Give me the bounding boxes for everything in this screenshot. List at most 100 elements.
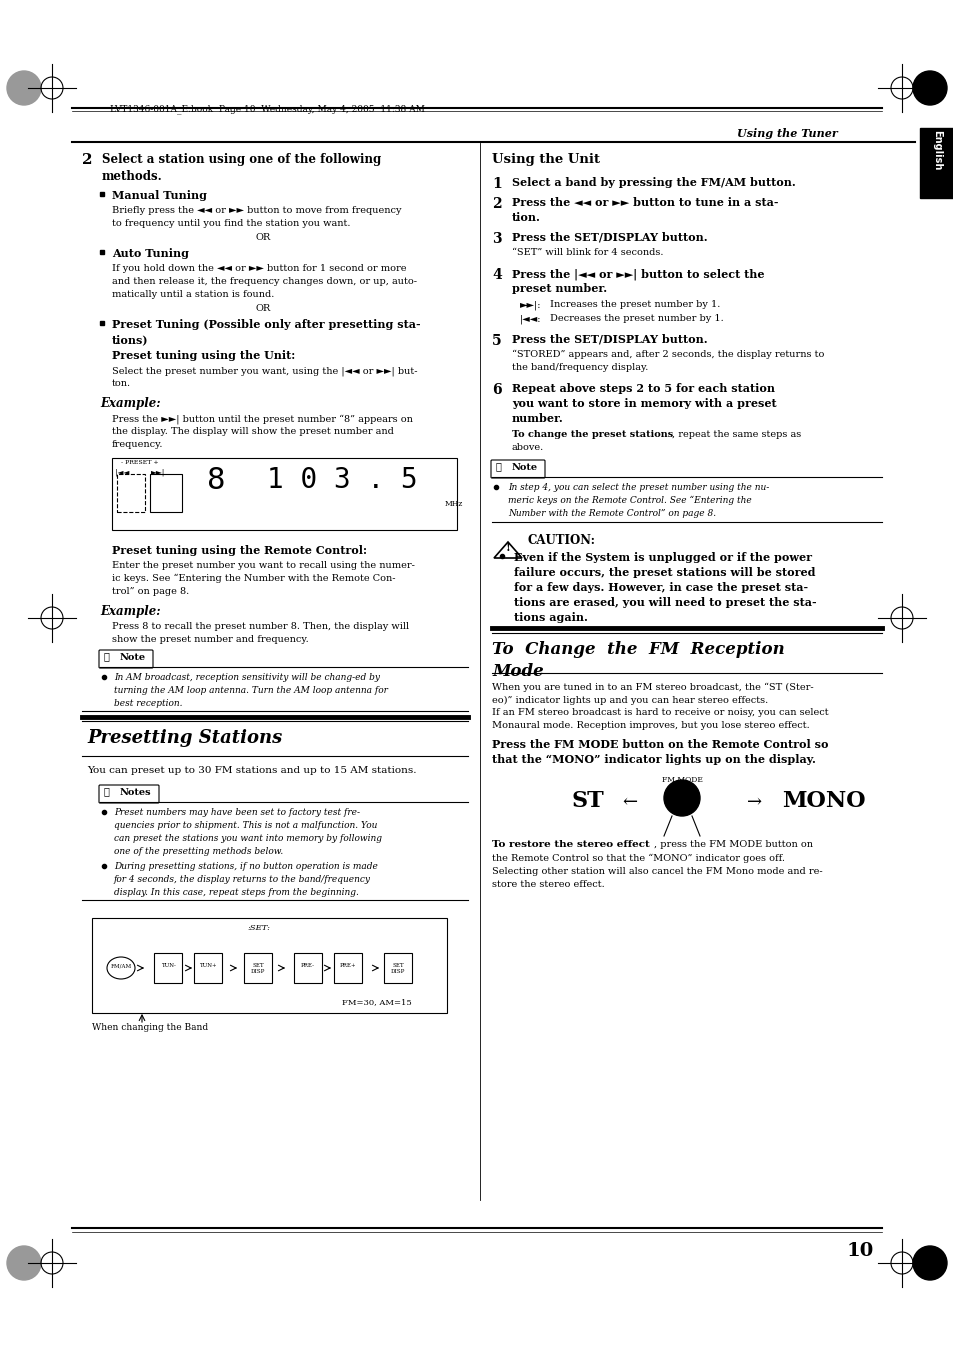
Text: During presetting stations, if no button operation is made: During presetting stations, if no button… [113,862,377,871]
Text: When changing the Band: When changing the Band [91,1023,208,1032]
Text: TUN+: TUN+ [199,963,216,969]
Text: failure occurs, the preset stations will be stored: failure occurs, the preset stations will… [514,567,815,578]
Bar [384,952,412,984]
Text: SET
DISP: SET DISP [251,963,265,974]
Text: SET
DISP: SET DISP [391,963,405,974]
Text: |◄◄:: |◄◄: [519,313,541,323]
Circle shape [912,72,946,105]
Text: Press the |◄◄ or ►►| button to select the: Press the |◄◄ or ►►| button to select th… [512,267,763,280]
Text: that the “MONO” indicator lights up on the display.: that the “MONO” indicator lights up on t… [492,754,815,765]
Text: Press the SET/DISPLAY button.: Press the SET/DISPLAY button. [512,232,707,243]
Text: Select a band by pressing the FM/AM button.: Select a band by pressing the FM/AM butt… [512,177,795,188]
Text: OR: OR [255,232,271,242]
Text: “STORED” appears and, after 2 seconds, the display returns to: “STORED” appears and, after 2 seconds, t… [512,350,823,359]
Text: matically until a station is found.: matically until a station is found. [112,290,274,299]
Text: you want to store in memory with a preset: you want to store in memory with a prese… [512,399,776,409]
Text: above.: above. [512,443,543,453]
Text: ic keys. See “Entering the Number with the Remote Con-: ic keys. See “Entering the Number with t… [112,574,395,584]
Text: OR: OR [255,304,271,313]
Text: 1: 1 [492,177,501,190]
Text: FM=30, AM=15: FM=30, AM=15 [342,998,412,1006]
Text: for a few days. However, in case the preset sta-: for a few days. However, in case the pre… [514,582,807,593]
Text: trol” on page 8.: trol” on page 8. [112,586,189,596]
Text: ST: ST [572,790,604,812]
Text: ←: ← [621,793,637,811]
Text: Preset Tuning (Possible only after presetting sta-: Preset Tuning (Possible only after prese… [112,319,420,330]
Text: 2: 2 [82,153,92,168]
Text: Using the Unit: Using the Unit [492,153,599,166]
FancyBboxPatch shape [491,459,544,478]
Text: turning the AM loop antenna. Turn the AM loop antenna for: turning the AM loop antenna. Turn the AM… [113,686,388,694]
Text: PRE+: PRE+ [339,963,355,969]
Text: store the stereo effect.: store the stereo effect. [492,880,604,889]
Text: When you are tuned in to an FM stereo broadcast, the “ST (Ster-: When you are tuned in to an FM stereo br… [492,684,813,692]
Text: tions are erased, you will need to preset the sta-: tions are erased, you will need to prese… [514,597,816,608]
FancyBboxPatch shape [99,650,152,667]
Text: Monaural mode. Reception improves, but you lose stereo effect.: Monaural mode. Reception improves, but y… [492,721,809,730]
Text: 2: 2 [492,197,501,211]
Bar [294,952,322,984]
Text: ►►|: ►►| [151,467,165,476]
Text: can preset the stations you want into memory by following: can preset the stations you want into me… [113,834,381,843]
Text: the band/frequency display.: the band/frequency display. [512,363,648,372]
Bar [112,458,456,530]
Text: Example:: Example: [100,397,160,409]
Text: Briefly press the ◄◄ or ►► button to move from frequency: Briefly press the ◄◄ or ►► button to mov… [112,205,401,215]
Text: 1 0 3 . 5: 1 0 3 . 5 [267,466,417,494]
Text: , press the FM MODE button on: , press the FM MODE button on [654,840,812,848]
Text: for 4 seconds, the display returns to the band/frequency: for 4 seconds, the display returns to th… [113,875,371,884]
Text: 6: 6 [492,382,501,397]
Text: If an FM stereo broadcast is hard to receive or noisy, you can select: If an FM stereo broadcast is hard to rec… [492,708,828,717]
Text: Number with the Remote Control” on page 8.: Number with the Remote Control” on page … [507,509,716,517]
Text: To change the preset stations: To change the preset stations [512,430,673,439]
Text: display. In this case, repeat steps from the beginning.: display. In this case, repeat steps from… [113,888,358,897]
FancyBboxPatch shape [99,785,159,802]
Text: preset number.: preset number. [512,282,606,295]
Text: ton.: ton. [112,380,131,388]
Text: Press the ◄◄ or ►► button to tune in a sta-: Press the ◄◄ or ►► button to tune in a s… [512,197,778,208]
Text: Enter the preset number you want to recall using the numer-: Enter the preset number you want to reca… [112,561,415,570]
Text: 📖: 📖 [104,653,110,661]
Text: 10: 10 [845,1242,873,1260]
Text: Manual Tuning: Manual Tuning [112,190,207,201]
Text: Decreases the preset number by 1.: Decreases the preset number by 1. [550,313,723,323]
Text: 8: 8 [207,466,225,494]
Text: Note: Note [120,653,146,662]
Text: In AM broadcast, reception sensitivity will be chang-ed by: In AM broadcast, reception sensitivity w… [113,673,379,682]
Text: quencies prior to shipment. This is not a malfunction. You: quencies prior to shipment. This is not … [113,821,377,830]
Text: - PRESET +: - PRESET + [121,459,158,465]
Text: Select the preset number you want, using the |◄◄ or ►►| but-: Select the preset number you want, using… [112,366,417,376]
Text: meric keys on the Remote Control. See “Entering the: meric keys on the Remote Control. See “E… [507,496,751,505]
Bar [193,952,222,984]
Text: tions again.: tions again. [514,612,587,623]
Text: show the preset number and frequency.: show the preset number and frequency. [112,635,309,644]
Bar [91,917,447,1013]
Bar [153,952,182,984]
Bar [150,474,182,512]
Text: MONO: MONO [781,790,864,812]
Text: “SET” will blink for 4 seconds.: “SET” will blink for 4 seconds. [512,249,662,257]
Text: TUN-: TUN- [160,963,175,969]
Text: the Remote Control so that the “MONO” indicator goes off.: the Remote Control so that the “MONO” in… [492,854,784,863]
Text: FM/AM: FM/AM [111,963,132,969]
Text: Select a station using one of the following: Select a station using one of the follow… [102,153,381,166]
Text: methods.: methods. [102,170,163,182]
Text: , repeat the same steps as: , repeat the same steps as [671,430,801,439]
Text: 5: 5 [492,334,501,349]
Text: tion.: tion. [512,212,540,223]
Text: the display. The display will show the preset number and: the display. The display will show the p… [112,427,394,436]
Text: best reception.: best reception. [113,698,182,708]
Text: to frequency until you find the station you want.: to frequency until you find the station … [112,219,350,228]
Bar [919,128,953,199]
Bar [334,952,361,984]
Circle shape [7,72,41,105]
Circle shape [912,1246,946,1279]
Text: Auto Tuning: Auto Tuning [112,249,189,259]
Text: MP3: MP3 [671,790,692,798]
Text: Using the Tuner: Using the Tuner [737,128,837,139]
Ellipse shape [107,957,135,979]
Text: 📖: 📖 [104,788,110,796]
Text: To restore the stereo effect: To restore the stereo effect [492,840,649,848]
Text: Preset tuning using the Unit:: Preset tuning using the Unit: [112,350,294,361]
Text: PRE-: PRE- [301,963,314,969]
